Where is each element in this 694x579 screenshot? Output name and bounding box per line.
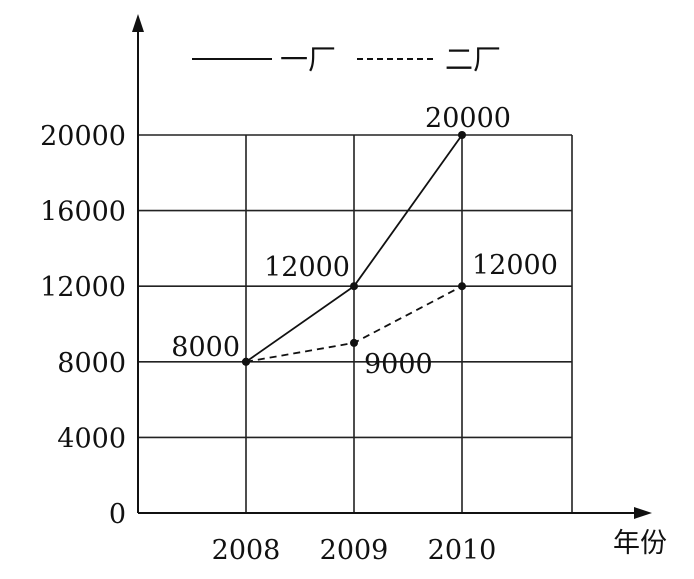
grid [138, 134, 573, 513]
x-axis-label: 年份 [613, 528, 667, 559]
axes: 0 4000 8000 12000 16000 20000 2008 2009 2010 年份 [40, 14, 667, 566]
series-group [242, 131, 466, 366]
data-point [350, 282, 358, 291]
x-tick-label: 2010 [428, 535, 497, 566]
y-tick-label: 0 [109, 499, 126, 530]
y-tick-label: 16000 [40, 197, 126, 228]
legend-entry: 二厂 [445, 43, 501, 76]
x-axis-arrow [634, 507, 652, 519]
data-label: 8000 [171, 332, 240, 363]
data-point [350, 338, 358, 347]
data-point [458, 131, 466, 139]
y-tick-label: 8000 [57, 348, 126, 379]
data-label: 20000 [425, 103, 511, 134]
data-label: 12000 [264, 252, 350, 283]
labels-group: 8000 12000 20000 9000 12000 [171, 103, 558, 380]
legend-entry: 一厂 [280, 43, 336, 76]
legend: 一厂 二厂 [192, 43, 501, 76]
y-tick-label: 12000 [40, 272, 126, 303]
y-axis-arrow [132, 14, 144, 32]
y-tick-label: 4000 [57, 423, 126, 454]
x-tick-label: 2009 [320, 535, 389, 566]
x-tick-label: 2008 [212, 535, 281, 566]
y-tick-label: 20000 [40, 121, 126, 152]
data-label: 9000 [364, 349, 433, 380]
data-point [458, 282, 466, 291]
data-point [242, 357, 250, 366]
data-label: 12000 [472, 250, 558, 281]
